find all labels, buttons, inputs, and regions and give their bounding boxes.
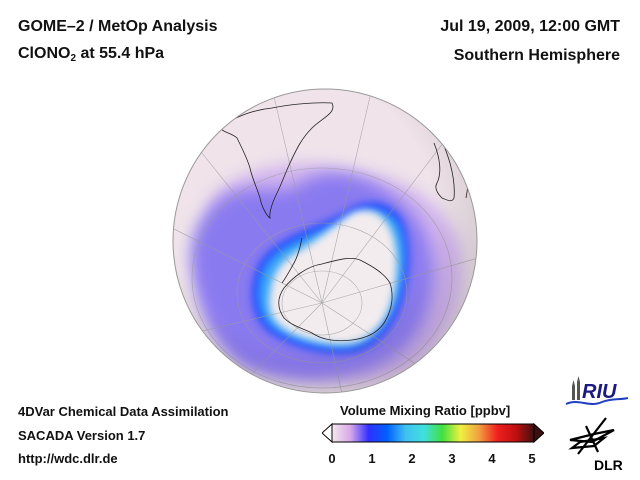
species-label: ClONO2 at 55.4 hPa [18,45,164,64]
colorbar-tick-0: 0 [328,451,336,466]
colorbar-title: Volume Mixing Ratio [ppbv] [340,403,511,418]
riu-logo: RIU [565,376,629,405]
colorbar-tick-3: 3 [448,451,456,466]
map-title: GOME–2 / MetOp Analysis [18,18,218,35]
river-wave-icon [565,397,629,405]
footer-url[interactable]: http://wdc.dlr.de [18,451,118,466]
coast-new-zealand [191,357,239,389]
cathedral-icon [572,376,580,400]
globe-outline [172,88,478,394]
species-name: ClONO [18,45,71,62]
colorbar-tick-2: 2 [408,451,416,466]
riu-logo-text: RIU [582,381,617,403]
colorbar-tick-4: 4 [488,451,496,466]
dlr-emblem-icon [568,417,615,455]
region-label: Southern Hemisphere [453,47,620,64]
colorbar [322,423,544,443]
colorbar-over-arrow [533,423,544,443]
colorbar-under-arrow [322,423,333,443]
footer-version: SACADA Version 1.7 [18,428,146,443]
pressure-level: at 55.4 hPa [76,45,165,62]
globe-shading [173,89,477,393]
colorbar-tick-5: 5 [528,451,536,466]
dlr-logo: DLR [568,417,623,473]
date-label: Jul 19, 2009, 12:00 GMT [440,18,620,35]
globe-map [172,88,478,394]
footer-method: 4DVar Chemical Data Assimilation [18,404,229,419]
colorbar-tick-1: 1 [368,451,376,466]
colorbar-gradient [331,423,535,443]
species-subscript: 2 [70,53,77,64]
dlr-logo-text: DLR [594,457,623,473]
